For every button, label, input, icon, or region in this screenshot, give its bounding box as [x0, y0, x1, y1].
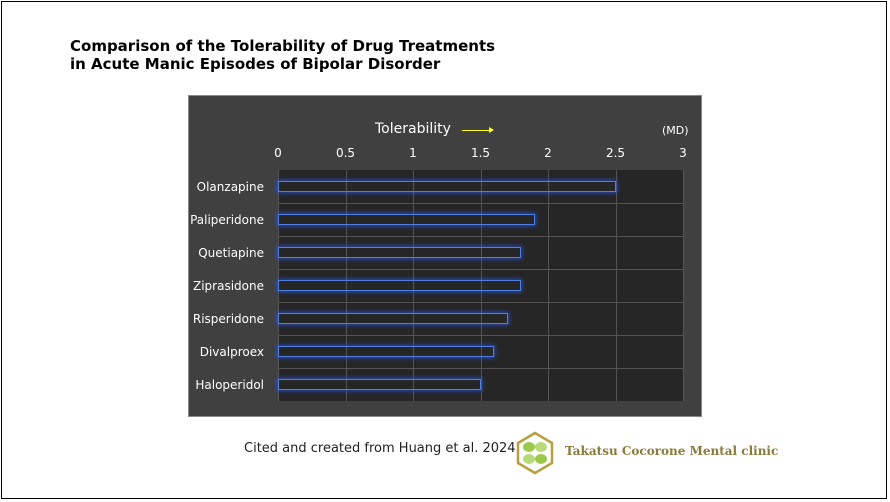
- bar-olanzapine: [278, 181, 616, 192]
- clinic-name: Takatsu Cocorone Mental clinic: [565, 444, 779, 458]
- bar-ziprasidone: [278, 280, 521, 291]
- x-tick-label: 0.5: [335, 146, 356, 160]
- x-tick-label: 1: [409, 146, 417, 160]
- arrow-right-icon: [462, 127, 494, 133]
- unit-label: (MD): [662, 124, 689, 137]
- category-label: Paliperidone: [190, 212, 264, 227]
- gridline-vertical: [683, 170, 684, 401]
- x-tick-label: 0: [274, 146, 282, 160]
- gridline-vertical: [548, 170, 549, 401]
- x-tick-label: 2: [544, 146, 552, 160]
- x-tick-label: 1.5: [470, 146, 491, 160]
- x-tick-label: 2.5: [605, 146, 626, 160]
- title-line-2: in Acute Manic Episodes of Bipolar Disor…: [70, 55, 441, 73]
- bar-paliperidone: [278, 214, 535, 225]
- gridline-horizontal: [278, 203, 683, 204]
- gridline-horizontal: [278, 236, 683, 237]
- x-tick-label: 3: [679, 146, 687, 160]
- gridline-horizontal: [278, 335, 683, 336]
- chart-title: Comparison of the Tolerability of Drug T…: [70, 37, 495, 73]
- gridline-vertical: [345, 170, 347, 401]
- gridline-horizontal: [278, 368, 683, 369]
- gridline-vertical: [413, 170, 414, 401]
- category-label: Quetiapine: [198, 245, 264, 260]
- category-label: Risperidone: [192, 311, 264, 326]
- gridline-horizontal: [278, 269, 683, 270]
- category-label: Divalproex: [199, 344, 264, 359]
- category-label: Ziprasidone: [193, 278, 264, 293]
- bar-divalproex: [278, 346, 494, 357]
- gridline-horizontal: [278, 302, 683, 303]
- category-label: Olanzapine: [196, 179, 264, 194]
- title-line-1: Comparison of the Tolerability of Drug T…: [70, 37, 496, 55]
- category-label: Haloperidol: [195, 377, 264, 392]
- citation: Cited and created from Huang et al. 2024: [244, 441, 516, 456]
- x-axis-label: Tolerability: [375, 121, 451, 137]
- clinic-logo-icon: [516, 431, 554, 475]
- bar-haloperidol: [278, 379, 481, 390]
- bar-quetiapine: [278, 247, 521, 258]
- gridline-vertical: [615, 170, 617, 401]
- gridline-vertical: [480, 170, 482, 401]
- bar-risperidone: [278, 313, 508, 324]
